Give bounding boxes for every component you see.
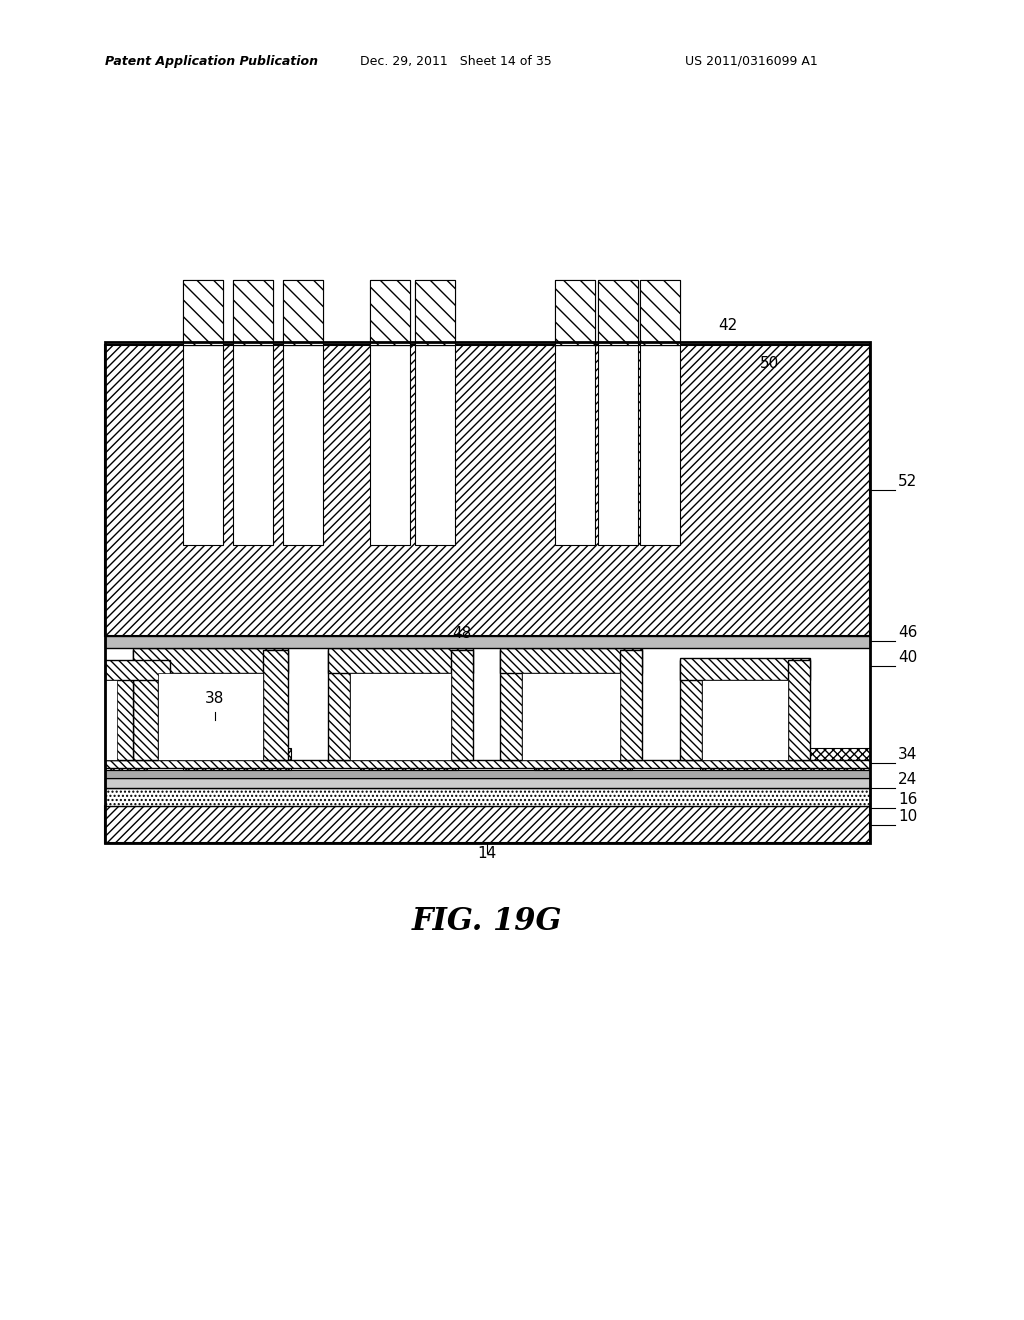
Bar (680, 660, 702, 760)
Bar (640, 280, 680, 345)
Text: 50: 50 (760, 356, 779, 371)
Bar (105, 807, 870, 843)
Text: Dec. 29, 2011   Sheet 14 of 35: Dec. 29, 2011 Sheet 14 of 35 (360, 55, 552, 69)
Text: 14: 14 (477, 846, 497, 861)
Bar (158, 673, 263, 760)
Text: 10: 10 (898, 809, 918, 824)
Text: 34: 34 (898, 747, 918, 762)
Bar (500, 648, 642, 673)
Text: 24: 24 (898, 772, 918, 787)
Bar (105, 760, 870, 768)
Bar (105, 777, 870, 788)
Text: 48: 48 (453, 626, 472, 642)
Bar (680, 657, 810, 680)
Bar (283, 280, 323, 345)
Bar (328, 649, 350, 760)
Bar (788, 660, 810, 760)
Bar (183, 345, 223, 545)
Bar (522, 673, 620, 760)
Text: FIG. 19G: FIG. 19G (412, 906, 562, 937)
Bar (105, 770, 870, 777)
Bar (105, 665, 133, 760)
Bar (700, 748, 870, 770)
Bar (105, 342, 870, 843)
Bar (283, 345, 323, 545)
Bar (598, 280, 638, 345)
Bar (415, 280, 455, 345)
Bar (451, 649, 473, 760)
Text: 16: 16 (898, 792, 918, 807)
Bar (233, 280, 273, 345)
Bar (233, 280, 273, 345)
Bar (105, 660, 170, 680)
Bar (534, 748, 632, 770)
Bar (133, 648, 288, 673)
Bar (555, 345, 595, 545)
Bar (105, 636, 870, 648)
Text: 42: 42 (718, 318, 737, 333)
Bar (183, 280, 223, 345)
Bar (233, 345, 273, 545)
Bar (555, 280, 595, 345)
Bar (183, 280, 223, 345)
Bar (105, 345, 870, 636)
Bar (640, 280, 680, 345)
Bar (598, 345, 638, 545)
Bar (555, 280, 595, 345)
Text: US 2011/0316099 A1: US 2011/0316099 A1 (685, 55, 818, 69)
Text: 40: 40 (898, 649, 918, 665)
Bar (105, 788, 870, 807)
Bar (702, 680, 788, 760)
Bar (133, 649, 158, 760)
Text: 52: 52 (898, 474, 918, 488)
Bar (370, 345, 410, 545)
Text: 46: 46 (898, 624, 918, 640)
Bar (370, 280, 410, 345)
Text: 38: 38 (206, 690, 224, 706)
Bar (105, 680, 117, 760)
Bar (598, 280, 638, 345)
Bar (328, 648, 473, 673)
Bar (283, 280, 323, 345)
Bar (640, 345, 680, 545)
Bar (183, 748, 291, 770)
Bar (620, 649, 642, 760)
Bar (360, 748, 458, 770)
Bar (105, 748, 147, 770)
Bar (350, 673, 451, 760)
Bar (500, 649, 522, 760)
Bar (263, 649, 288, 760)
Bar (370, 280, 410, 345)
Bar (415, 345, 455, 545)
Bar (415, 280, 455, 345)
Text: Patent Application Publication: Patent Application Publication (105, 55, 318, 69)
